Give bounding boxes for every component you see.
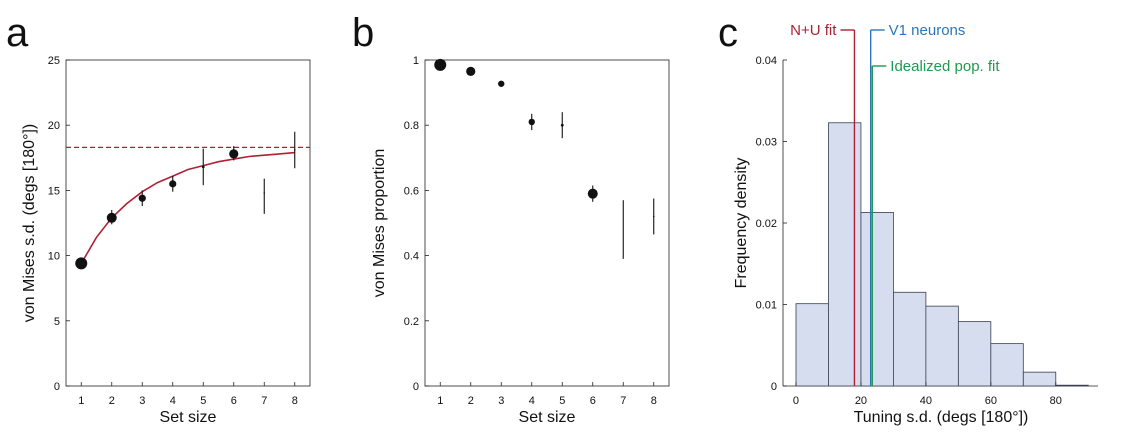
c-xtick-label: 60: [985, 395, 997, 407]
c-ytick-label: 0.01: [756, 300, 777, 312]
b-xtick-label: 6: [590, 395, 596, 407]
b-xtick-label: 5: [559, 395, 565, 407]
a-data-point: [75, 257, 88, 270]
b-data-point: [466, 66, 476, 77]
c-xtick-label: 40: [920, 395, 932, 407]
histogram-bar: [925, 305, 959, 387]
a-data-point: [169, 180, 177, 188]
b-xtick-label: 4: [529, 395, 535, 407]
c-ytick-label: 0.04: [756, 55, 777, 67]
b-data-point: [434, 58, 447, 71]
b-data-point: [587, 188, 598, 199]
annotation-label: V1 neurons: [889, 22, 966, 39]
b-data-point: [528, 118, 535, 126]
panel-a-plot-frame: [65, 59, 311, 387]
panel-c-y-axis: 0 0.01 0.02 0.03 0.04: [756, 55, 787, 393]
b-xtick-label: 2: [468, 395, 474, 407]
panel-a-fit-curve: [80, 151, 295, 264]
b-ytick-label: 0.8: [404, 120, 419, 132]
a-data-point: [293, 149, 296, 151]
a-ytick-label: 15: [48, 185, 60, 197]
b-xtick-label: 8: [651, 395, 657, 407]
b-ytick-label: 0.2: [404, 316, 419, 328]
panel-b-xlabel: Set size: [519, 409, 576, 426]
panel-letter-c: c: [718, 11, 738, 55]
b-ytick-label: 1: [413, 55, 419, 67]
a-xtick-label: 1: [78, 395, 84, 407]
panel-a-points: [75, 131, 296, 270]
c-xtick-label: 20: [855, 395, 867, 407]
histogram-bar: [1022, 371, 1057, 387]
histogram-bar: [990, 343, 1024, 387]
panel-a-chart: 0 5 10 15 20 25 1 2 3 4 5 6 7 8 Set size von Mises s…: [21, 55, 311, 426]
a-data-point: [138, 194, 146, 202]
a-data-point: [263, 192, 266, 194]
a-xtick-label: 3: [139, 395, 145, 407]
b-ytick-label: 0: [413, 381, 419, 393]
panel-b-x-axis: 1 2 3 4 5 6 7 8: [437, 382, 657, 407]
b-xtick-label: 7: [620, 395, 626, 407]
a-xtick-label: 8: [292, 395, 298, 407]
b-ytick-label: 0.6: [404, 185, 419, 197]
histogram-bar: [795, 303, 829, 387]
panel-b-y-axis: 0 0.2 0.4 0.6 0.8 1: [404, 55, 429, 393]
panel-a-y-axis: 0 5 10 15 20 25: [48, 55, 70, 393]
panel-b-chart: 0 0.2 0.4 0.6 0.8 1 1 2 3 4 5 6 7 8 Set size von Mis…: [371, 55, 670, 426]
c-ytick-label: 0: [771, 381, 777, 393]
histogram-bar: [893, 291, 927, 387]
panel-c-x-axis: 0 20 40 60 80: [793, 382, 1062, 407]
b-data-point: [652, 215, 655, 218]
annotation-label: N+U fit: [790, 22, 837, 39]
panel-c-xlabel: Tuning s.d. (degs [180°]): [854, 409, 1029, 426]
a-data-point: [229, 149, 239, 159]
b-xtick-label: 1: [437, 395, 443, 407]
c-xtick-label: 0: [793, 395, 799, 407]
panel-c-histogram: [795, 122, 1089, 387]
annotation-label: Idealized pop. fit: [890, 58, 1000, 75]
panel-c-ylabel: Frequency density: [733, 158, 750, 289]
panel-letter-b: b: [352, 11, 374, 55]
histogram-bar: [828, 122, 862, 387]
a-ytick-label: 25: [48, 55, 60, 67]
a-xtick-label: 7: [261, 395, 267, 407]
panel-letter-a: a: [6, 11, 29, 55]
c-xtick-label: 80: [1050, 395, 1062, 407]
panel-a-ylabel: von Mises s.d. (degs [180°]): [21, 124, 38, 322]
a-ytick-label: 5: [54, 316, 60, 328]
panel-a-xlabel: Set size: [160, 409, 217, 426]
a-data-point: [201, 165, 205, 169]
panel-b-plot-frame: [424, 59, 670, 387]
histogram-bar: [860, 212, 894, 387]
b-ytick-label: 0.4: [404, 251, 419, 263]
a-xtick-label: 2: [109, 395, 115, 407]
a-xtick-label: 5: [200, 395, 206, 407]
panel-a-x-axis: 1 2 3 4 5 6 7 8: [78, 382, 298, 407]
a-ytick-label: 20: [48, 120, 60, 132]
panel-c-chart: 0 0.01 0.02 0.03 0.04 0 20 40 60 80 N+U fit V1 ne…: [733, 22, 1098, 426]
c-ytick-label: 0.02: [756, 218, 777, 230]
histogram-bar: [957, 321, 992, 387]
a-data-point: [106, 212, 117, 223]
b-data-point: [560, 123, 564, 127]
a-ytick-label: 0: [54, 381, 60, 393]
b-xtick-label: 3: [498, 395, 504, 407]
a-xtick-label: 6: [231, 395, 237, 407]
panel-b-ylabel: von Mises proportion: [371, 149, 388, 298]
a-ytick-label: 10: [48, 251, 60, 263]
histogram-bar: [1055, 384, 1089, 387]
panel-c-annotations: N+U fit V1 neurons Idealized pop. fit: [790, 22, 1000, 386]
panel-b-points: [434, 58, 655, 259]
b-data-point: [498, 80, 505, 87]
c-ytick-label: 0.03: [756, 137, 777, 149]
a-xtick-label: 4: [170, 395, 176, 407]
